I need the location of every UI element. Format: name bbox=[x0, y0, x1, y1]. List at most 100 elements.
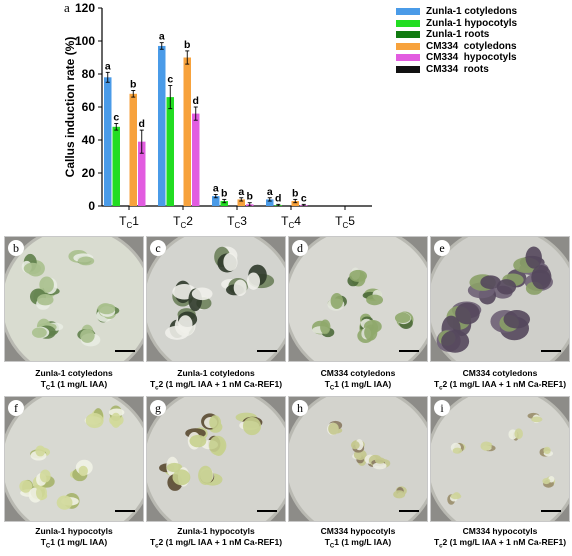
panel-caption-g: Zunla-1 hypocotyls Tc2 (1 mg/L IAA + 1 nM… bbox=[144, 526, 288, 553]
bar bbox=[212, 196, 220, 206]
bar bbox=[104, 77, 112, 206]
caption-title: Zunla-1 hypocotyls bbox=[177, 526, 255, 536]
legend-swatch bbox=[396, 31, 420, 39]
caption-title: CM334 cotyledons bbox=[462, 368, 538, 378]
legend-entry: CM334 cotyledons bbox=[396, 41, 517, 53]
significance-letter: b bbox=[130, 79, 136, 91]
y-tick-label: 80 bbox=[82, 67, 96, 81]
panel-label-a: a bbox=[64, 0, 70, 15]
petri-dish-image bbox=[147, 397, 285, 521]
significance-letter: c bbox=[301, 192, 307, 204]
caption-condition: TC1 (1 mg/L IAA) bbox=[40, 537, 108, 550]
panel-caption-f: Zunla-1 hypocotyls TC1 (1 mg/L IAA) bbox=[2, 526, 146, 553]
significance-letter: a bbox=[267, 186, 273, 198]
y-tick-label: 100 bbox=[75, 34, 95, 48]
legend-entry: CM334 hypocotyls bbox=[396, 52, 517, 64]
y-tick-label: 40 bbox=[82, 133, 96, 147]
significance-letter: d bbox=[275, 192, 281, 204]
petri-dish-image bbox=[431, 397, 569, 521]
significance-letter: c bbox=[167, 74, 173, 86]
scale-bar bbox=[541, 510, 561, 512]
legend-label: CM334 cotyledons bbox=[426, 40, 517, 52]
panel-label-b: b bbox=[8, 240, 24, 256]
panel-caption-c: Zunla-1 cotyledons Tc2 (1 mg/L IAA + 1 nM… bbox=[144, 368, 288, 395]
caption-condition: Tc2 (1 mg/L IAA + 1 nM Ca-REF1) bbox=[149, 379, 283, 392]
caption-title: Zunla-1 cotyledons bbox=[177, 368, 255, 378]
significance-letter: c bbox=[113, 112, 119, 124]
culture-photo-h: h bbox=[288, 396, 428, 522]
significance-letter: a bbox=[238, 186, 244, 198]
scale-bar bbox=[541, 350, 561, 352]
caption-title: CM334 hypocotyls bbox=[462, 526, 538, 536]
petri-dish-image bbox=[147, 237, 285, 361]
caption-condition: TC1 (1 mg/L IAA) bbox=[40, 379, 108, 392]
scale-bar bbox=[257, 350, 277, 352]
legend-swatch bbox=[396, 19, 420, 27]
significance-letter: b bbox=[247, 191, 253, 203]
legend-label: Zunla-1 hypocotyls bbox=[426, 17, 518, 29]
panel-label-i: i bbox=[434, 400, 450, 416]
bar bbox=[166, 97, 174, 206]
x-tick-label: TC5 bbox=[335, 214, 355, 230]
panel-label-f: f bbox=[8, 400, 24, 416]
scale-bar bbox=[399, 350, 419, 352]
legend-label: CM334 roots bbox=[426, 63, 489, 75]
significance-letter: a bbox=[105, 60, 111, 72]
scale-bar bbox=[115, 350, 135, 352]
caption-condition: Tc2 (1 mg/L IAA + 1 nM Ca-REF1) bbox=[433, 379, 567, 392]
significance-letter: a bbox=[213, 182, 219, 194]
legend-entry: Zunla-1 cotyledons bbox=[396, 6, 517, 18]
bar bbox=[237, 199, 245, 206]
bar bbox=[138, 141, 146, 206]
petri-dish-image bbox=[5, 237, 143, 361]
culture-photo-i: i bbox=[430, 396, 570, 522]
legend-swatch bbox=[396, 8, 420, 16]
x-tick-label: TC3 bbox=[227, 214, 247, 230]
caption-condition: TC1 (1 mg/L IAA) bbox=[324, 537, 392, 550]
y-tick-label: 20 bbox=[82, 166, 96, 180]
legend-swatch bbox=[396, 65, 420, 73]
caption-condition: TC1 (1 mg/L IAA) bbox=[324, 379, 392, 392]
bar bbox=[192, 113, 200, 206]
significance-letter: b bbox=[184, 39, 190, 51]
significance-letter: d bbox=[193, 95, 199, 107]
y-axis-label: Callus induction rate (%) bbox=[63, 37, 77, 178]
petri-dish-image bbox=[5, 397, 143, 521]
petri-dish-image bbox=[289, 397, 427, 521]
y-tick-label: 120 bbox=[75, 1, 95, 15]
panel-label-e: e bbox=[434, 240, 450, 256]
caption-title: Zunla-1 cotyledons bbox=[35, 368, 113, 378]
significance-letter: b bbox=[292, 187, 298, 199]
panel-label-c: c bbox=[150, 240, 166, 256]
legend-label: Zunla-1 cotyledons bbox=[426, 6, 518, 18]
significance-letter: b bbox=[221, 187, 227, 199]
culture-photo-e: e bbox=[430, 236, 570, 362]
caption-title: CM334 cotyledons bbox=[320, 368, 396, 378]
culture-photo-f: f bbox=[4, 396, 144, 522]
bar bbox=[112, 126, 120, 206]
bar bbox=[220, 201, 228, 206]
caption-title: CM334 hypocotyls bbox=[320, 526, 396, 536]
y-tick-label: 0 bbox=[88, 199, 95, 213]
caption-title: Zunla-1 hypocotyls bbox=[35, 526, 113, 536]
panel-caption-e: CM334 cotyledons Tc2 (1 mg/L IAA + 1 nM C… bbox=[428, 368, 572, 395]
legend-swatch bbox=[396, 42, 420, 50]
bar bbox=[266, 199, 274, 206]
culture-photo-d: d bbox=[288, 236, 428, 362]
legend-entry: CM334 roots bbox=[396, 64, 517, 76]
significance-letter: a bbox=[159, 31, 165, 43]
legend-entry: Zunla-1 roots bbox=[396, 29, 517, 41]
petri-dish-image bbox=[431, 237, 569, 361]
x-tick-label: TC4 bbox=[281, 214, 301, 230]
culture-photo-c: c bbox=[146, 236, 286, 362]
caption-condition: Tc2 (1 mg/L IAA + 1 nM Ca-REF1) bbox=[149, 537, 283, 550]
chart-legend: Zunla-1 cotyledons Zunla-1 hypocotyls Zunl… bbox=[396, 6, 517, 75]
y-tick-label: 60 bbox=[82, 100, 96, 114]
x-tick-label: TC2 bbox=[173, 214, 193, 230]
caption-condition: Tc2 (1 mg/L IAA + 1 nM Ca-REF1) bbox=[433, 537, 567, 550]
culture-photo-b: b bbox=[4, 236, 144, 362]
scale-bar bbox=[399, 510, 419, 512]
legend-label: Zunla-1 roots bbox=[426, 29, 490, 41]
bar bbox=[129, 93, 137, 206]
panel-caption-d: CM334 cotyledons TC1 (1 mg/L IAA) bbox=[286, 368, 430, 395]
